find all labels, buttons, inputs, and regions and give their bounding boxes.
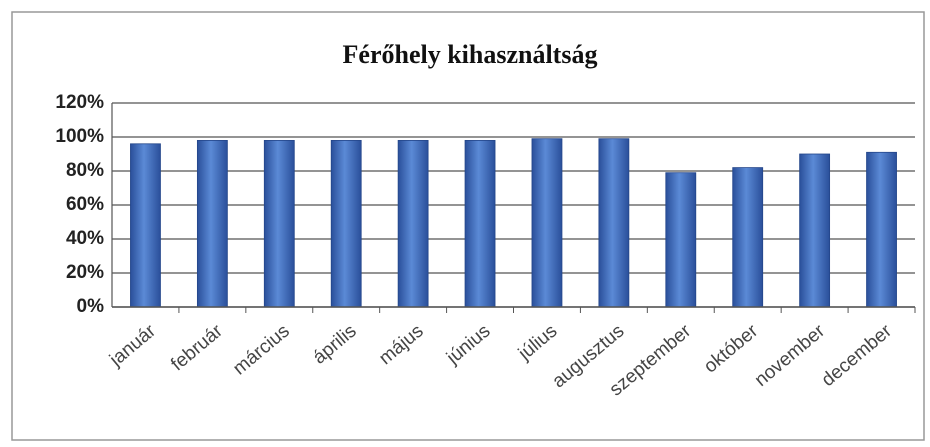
y-tick-label: 40%: [66, 228, 104, 249]
bar: [799, 153, 831, 308]
y-tick-label: 0%: [77, 296, 105, 317]
y-tick-label: 80%: [66, 160, 104, 181]
bar: [531, 138, 563, 308]
bar: [598, 138, 630, 308]
y-tick-label: 20%: [66, 262, 104, 283]
y-tick-label: 100%: [55, 126, 104, 147]
bar: [464, 139, 496, 308]
bar: [397, 139, 429, 308]
bar: [330, 139, 362, 308]
chart-title: Férőhely kihasználtság: [343, 40, 598, 69]
bar: [665, 172, 697, 308]
bar: [732, 167, 764, 308]
bar: [263, 139, 295, 308]
bar: [130, 143, 161, 308]
bar: [866, 151, 897, 308]
bar: [196, 139, 228, 308]
y-tick-label: 60%: [66, 194, 104, 215]
y-tick-label: 120%: [55, 92, 104, 113]
